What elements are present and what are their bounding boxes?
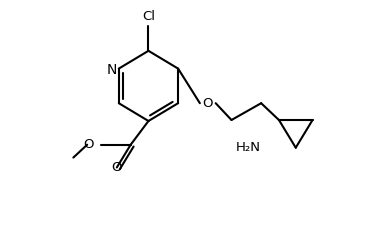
Text: O: O [203,97,213,110]
Text: O: O [112,161,122,174]
Text: H₂N: H₂N [236,141,261,154]
Text: N: N [107,63,117,77]
Text: Cl: Cl [142,10,155,23]
Text: O: O [83,138,94,151]
